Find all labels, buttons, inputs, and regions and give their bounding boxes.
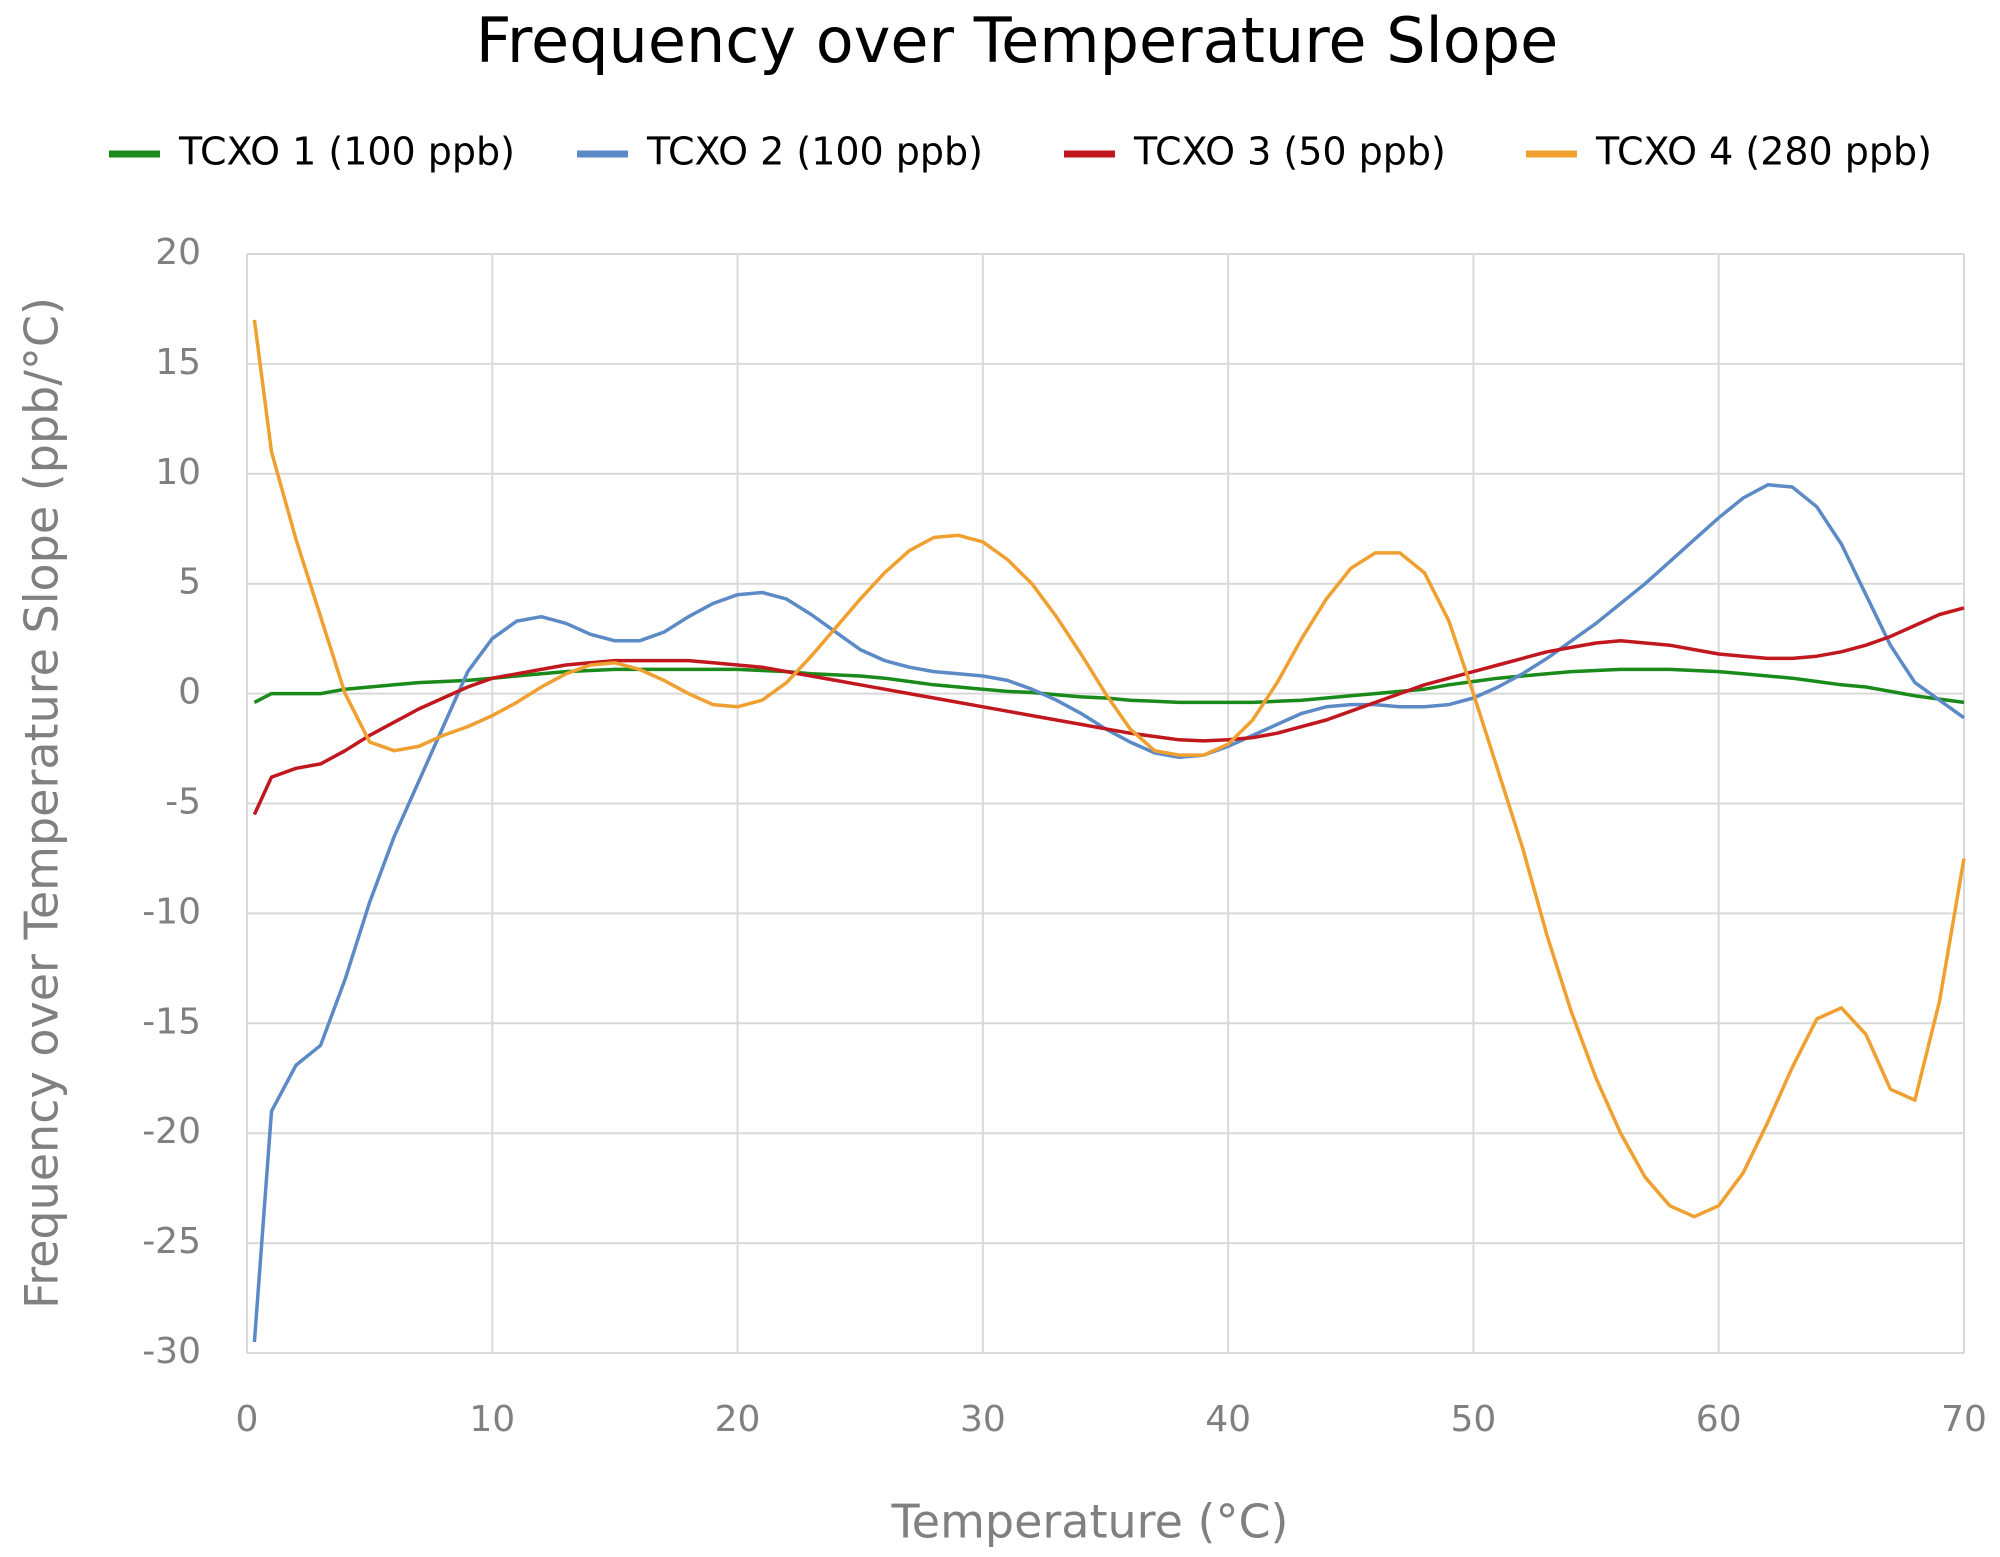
x-tick-label: 30 xyxy=(960,1399,1006,1440)
x-tick-label: 40 xyxy=(1205,1399,1251,1440)
x-tick-label: 70 xyxy=(1941,1399,1987,1440)
y-tick-label: -15 xyxy=(142,1001,201,1042)
y-tick-label: -25 xyxy=(142,1221,201,1262)
y-tick-label: 5 xyxy=(178,562,201,603)
chart-title: Frequency over Temperature Slope xyxy=(476,4,1558,77)
x-tick-label: 60 xyxy=(1696,1399,1742,1440)
legend-label: TCXO 4 (280 ppb) xyxy=(1595,130,1932,174)
y-tick-label: -10 xyxy=(142,891,201,932)
legend-label: TCXO 1 (100 ppb) xyxy=(178,130,515,174)
x-tick-label: 20 xyxy=(715,1399,761,1440)
y-tick-label: -30 xyxy=(142,1331,201,1372)
x-tick-label: 10 xyxy=(469,1399,515,1440)
y-tick-label: 20 xyxy=(155,232,201,273)
series-line xyxy=(253,667,1965,705)
y-tick-label: -20 xyxy=(142,1111,201,1152)
y-tick-label: 0 xyxy=(178,672,201,713)
y-tick-label: 10 xyxy=(155,452,201,493)
y-axis-label: Frequency over Temperature Slope (ppb/°C… xyxy=(15,297,69,1309)
x-tick-label: 50 xyxy=(1451,1399,1497,1440)
y-tick-label: -5 xyxy=(165,782,201,823)
legend-label: TCXO 3 (50 ppb) xyxy=(1133,130,1446,174)
series-line xyxy=(252,319,1966,1219)
x-tick-label: 0 xyxy=(236,1399,259,1440)
y-tick-label: 15 xyxy=(155,342,201,383)
legend-label: TCXO 2 (100 ppb) xyxy=(646,130,983,174)
x-axis-label: Temperature (°C) xyxy=(890,1495,1288,1549)
series-line xyxy=(252,606,1965,816)
